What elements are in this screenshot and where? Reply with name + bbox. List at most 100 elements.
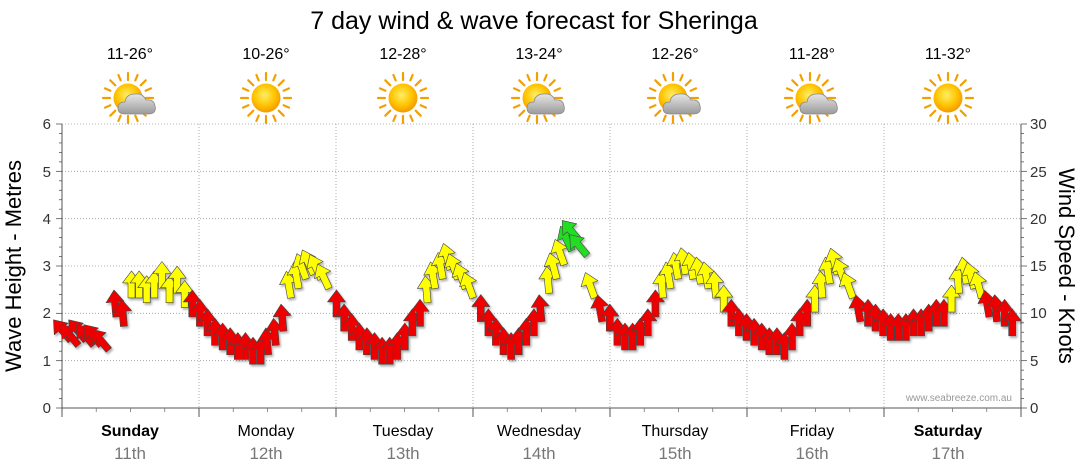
- wind-arrow: [190, 298, 210, 327]
- right-tick: 25: [1030, 164, 1047, 181]
- day-forecast-3: 13-24°: [510, 46, 565, 125]
- day-date-label: 13th: [386, 444, 419, 463]
- wind-arrow: [342, 313, 362, 341]
- right-axis-ticks: 0 5 10 15 20 25 30: [1030, 116, 1047, 417]
- right-tick: 0: [1030, 400, 1038, 417]
- wind-arrow: [658, 261, 678, 290]
- wind-arrow: [410, 298, 430, 327]
- day-forecast-header: 11-26° 10-26° 12-28° 13-24° 12-26° 11-28…: [101, 46, 975, 125]
- wind-arrow: [721, 298, 741, 327]
- wind-arrow: [265, 318, 284, 346]
- day-name-label: Tuesday: [373, 423, 434, 440]
- wind-arrow: [272, 303, 292, 332]
- wind-arrow: [314, 263, 333, 291]
- wind-arrow: [752, 322, 772, 351]
- temp-range-label: 11-26°: [107, 46, 153, 63]
- right-tick: 10: [1030, 305, 1047, 322]
- day-name-label: Monday: [238, 423, 295, 440]
- partly-cloudy-icon: [783, 71, 838, 125]
- sunny-icon: [239, 71, 293, 125]
- wind-arrows: [53, 220, 1022, 365]
- chart-title: 7 day wind & wave forecast for Sheringa: [310, 7, 758, 35]
- wind-arrow: [479, 308, 498, 337]
- wind-arrow: [213, 322, 232, 351]
- left-tick: 0: [43, 400, 51, 417]
- day-forecast-4: 12-26°: [646, 46, 701, 125]
- wind-arrow: [873, 308, 893, 337]
- left-tick: 6: [43, 116, 51, 133]
- sunny-icon: [921, 71, 975, 125]
- left-tick: 5: [43, 164, 51, 181]
- day-forecast-1: 10-26°: [239, 46, 293, 125]
- wind-arrow: [858, 298, 878, 327]
- wind-arrow: [995, 298, 1014, 327]
- day-date-label: 17th: [931, 444, 964, 463]
- day-name-label: Wednesday: [497, 423, 581, 440]
- wind-arrow: [459, 272, 477, 300]
- right-tick: 15: [1030, 258, 1047, 275]
- wind-arrow: [365, 332, 384, 360]
- wind-arrow: [550, 239, 568, 267]
- wind-arrow: [494, 327, 513, 356]
- wind-arrow: [349, 322, 369, 351]
- day-forecast-2: 12-28°: [376, 46, 430, 125]
- day-date-label: 16th: [795, 444, 828, 463]
- wind-arrow: [569, 234, 591, 258]
- plot-frame: [56, 123, 1027, 417]
- wind-arrow: [198, 308, 217, 337]
- day-name-label: Thursday: [642, 423, 709, 440]
- wind-arrow: [608, 317, 627, 346]
- wind-arrow: [183, 289, 202, 318]
- grid-lines: [62, 123, 1021, 408]
- day-date-label: 15th: [658, 444, 691, 463]
- wind-arrow: [91, 329, 112, 353]
- wind-arrow: [279, 271, 298, 299]
- temp-range-label: 12-28°: [379, 46, 426, 63]
- wind-arrow: [838, 272, 857, 300]
- day-name-label: Sunday: [101, 423, 159, 440]
- right-axis-title: Wind Speed - Knots: [1054, 168, 1079, 364]
- day-forecast-5: 11-28°: [783, 46, 838, 125]
- wind-arrow: [543, 252, 562, 281]
- day-date-label: 14th: [522, 444, 555, 463]
- wind-arrow: [175, 280, 194, 308]
- day-date-label: 11th: [114, 444, 146, 463]
- wind-arrow: [767, 327, 787, 356]
- wind-arrow: [236, 332, 255, 360]
- wind-arrow: [580, 272, 599, 300]
- wind-arrow: [977, 290, 996, 318]
- partly-cloudy-icon: [101, 71, 156, 125]
- wind-arrow: [737, 313, 756, 341]
- temp-range-label: 11-28°: [789, 46, 835, 63]
- wind-arrow: [486, 317, 506, 346]
- left-tick: 4: [43, 211, 51, 228]
- wind-arrow: [129, 270, 149, 299]
- day-date-label: 12th: [249, 444, 282, 463]
- right-tick: 5: [1030, 353, 1038, 370]
- wind-arrow: [60, 324, 82, 348]
- right-tick: 20: [1030, 211, 1047, 228]
- sunny-icon: [376, 71, 430, 125]
- temp-range-label: 11-32°: [925, 46, 971, 63]
- day-forecast-0: 11-26°: [101, 46, 156, 125]
- x-axis-day-labels: Sunday 11th Monday 12th Tuesday 13th Wed…: [101, 423, 982, 463]
- wind-arrow: [1002, 308, 1022, 337]
- wind-arrow: [986, 294, 1005, 323]
- right-tick: 30: [1030, 116, 1047, 133]
- left-tick: 2: [43, 305, 51, 322]
- wind-arrow: [848, 294, 867, 323]
- wind-arrow: [530, 294, 550, 323]
- day-name-label: Friday: [790, 423, 834, 440]
- wind-arrow: [866, 303, 885, 332]
- left-axis-title: Wave Height - Metres: [1, 160, 26, 372]
- left-tick: 3: [43, 258, 51, 275]
- wind-arrow: [334, 303, 354, 332]
- wind-arrow: [744, 317, 764, 346]
- wind-arrow: [205, 317, 225, 346]
- temp-range-label: 13-24°: [515, 46, 562, 63]
- day-name-label: Saturday: [914, 423, 983, 440]
- wind-arrow: [113, 299, 132, 327]
- wind-arrow: [729, 308, 749, 337]
- partly-cloudy-icon: [510, 71, 565, 125]
